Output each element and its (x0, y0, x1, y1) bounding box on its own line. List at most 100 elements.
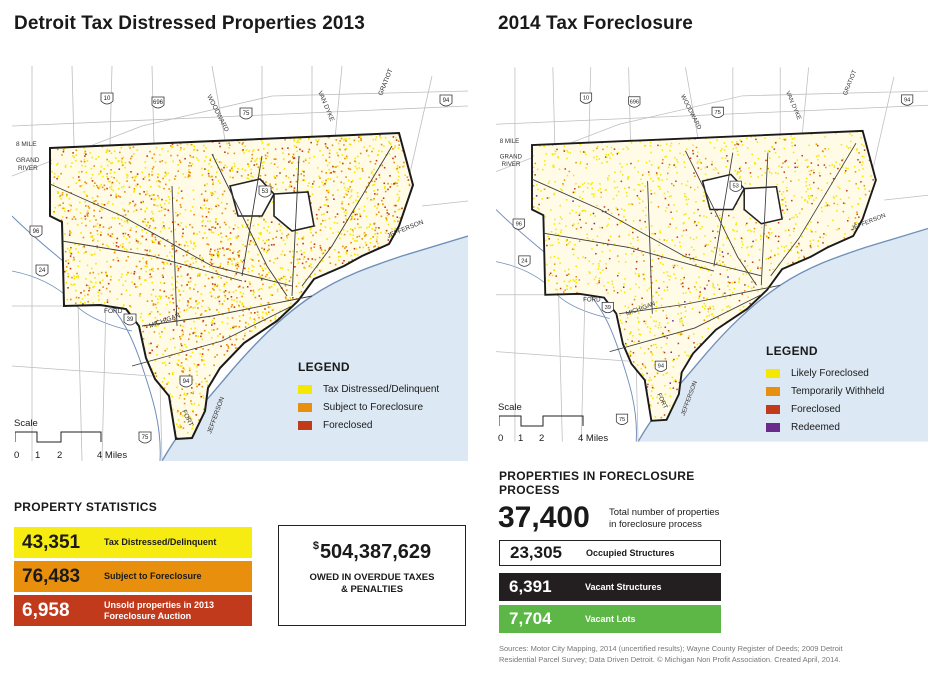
svg-text:10: 10 (104, 96, 111, 102)
legend-item: Subject to Foreclosure (298, 400, 439, 415)
legend-label: Foreclosed (323, 420, 373, 431)
right-legend: LEGEND Likely Foreclosed Temporarily Wit… (766, 344, 884, 438)
scale-tick-2: 2 (57, 450, 63, 461)
city-boundary (531, 129, 877, 422)
scale-graphic (499, 415, 584, 427)
legend-heading: LEGEND (766, 344, 818, 358)
legend-swatch-subject-foreclosure (298, 403, 312, 412)
route-shield: 24 (518, 255, 531, 267)
svg-text:GRAND: GRAND (16, 157, 40, 164)
owed-line-1: OWED IN OVERDUE TAXES (309, 572, 435, 583)
legend-swatch-tax-distressed (298, 385, 312, 394)
left-title: Detroit Tax Distressed Properties 2013 (14, 13, 365, 34)
stat-label: Subject to Foreclosure (104, 571, 202, 581)
breakdown-label: Occupied Structures (586, 548, 675, 558)
stat-bar-subject-foreclosure: 76,483 Subject to Foreclosure (14, 561, 252, 592)
route-shield: 94 (439, 94, 453, 107)
legend-item: Foreclosed (298, 418, 439, 433)
legend-label: Tax Distressed/Delinquent (323, 384, 440, 395)
route-shield: 75 (711, 106, 724, 118)
freeway (141, 295, 313, 327)
stat-label: Tax Distressed/Delinquent (104, 537, 217, 547)
scale-tick-4: 4 Miles (97, 450, 128, 461)
freeway (531, 178, 762, 277)
right-title: 2014 Tax Foreclosure (498, 13, 693, 34)
legend-label: Subject to Foreclosure (323, 402, 424, 413)
route-shield: 10 (579, 92, 593, 104)
property-statistics-heading: PROPERTY STATISTICS (14, 500, 158, 514)
sources-line-1: Sources: Motor City Mapping, 2014 (uncer… (499, 644, 843, 653)
scale-tick-1: 1 (35, 450, 41, 461)
svg-text:94: 94 (443, 98, 450, 104)
owed-amount: $504,387,629 (279, 540, 465, 564)
legend-swatch-foreclosed (298, 421, 312, 430)
freeway (49, 183, 293, 287)
route-shield: 24 (35, 264, 49, 277)
breakdown-occupied: 23,305 Occupied Structures (499, 540, 721, 566)
freeway (211, 153, 288, 297)
left-scale-bar: Scale 0 1 2 4 Miles (14, 418, 127, 462)
owed-description: OWED IN OVERDUE TAXES & PENALTIES (279, 572, 465, 596)
road (421, 200, 468, 207)
detroit-river (638, 228, 928, 442)
route-shield: 39 (123, 313, 137, 326)
scale-tick-0: 0 (498, 433, 504, 444)
breakdown-value: 7,704 (509, 609, 552, 628)
scale-title: Scale (498, 402, 522, 413)
rouge-river (12, 215, 161, 461)
svg-text:75: 75 (142, 435, 149, 441)
stat-bar-unsold: 6,958 Unsold properties in 2013 Foreclos… (14, 595, 252, 626)
road (496, 351, 629, 362)
scale-tick-1: 1 (518, 433, 524, 444)
scale-title: Scale (14, 418, 38, 429)
svg-text:39: 39 (127, 317, 134, 323)
legend-swatch-redeemed (766, 423, 780, 432)
freeway (619, 284, 781, 315)
route-shield: 53 (729, 180, 742, 192)
freeway (171, 185, 178, 327)
foreclosure-total: 37,400 (498, 501, 590, 534)
freeway (543, 232, 715, 272)
freeway (770, 142, 857, 277)
route-shield: 39 (601, 301, 614, 314)
freeway (131, 305, 293, 367)
svg-text:RIVER: RIVER (18, 165, 38, 172)
freeway (609, 294, 762, 353)
stat-value: 6,958 (22, 599, 70, 621)
breakdown-vacant-lots: 7,704 Vacant Lots (499, 605, 721, 633)
stat-bar-tax-distressed: 43,351 Tax Distressed/Delinquent (14, 527, 252, 558)
scale-tick-0: 0 (14, 450, 20, 461)
svg-text:24: 24 (39, 268, 46, 274)
legend-item: Temporarily Withheld (766, 384, 884, 399)
freeway (301, 145, 393, 287)
detroit-river (162, 236, 468, 461)
legend-item: Foreclosed (766, 402, 884, 417)
route-shield: 96 (512, 218, 525, 230)
stat-value: 43,351 (22, 531, 81, 553)
left-legend: LEGEND Tax Distressed/Delinquent Subject… (298, 360, 439, 436)
breakdown-label: Vacant Lots (585, 614, 636, 624)
legend-item: Tax Distressed/Delinquent (298, 382, 439, 397)
freeway (291, 155, 300, 297)
svg-text:75: 75 (243, 111, 250, 117)
route-shield: 94 (179, 375, 193, 388)
freeway (685, 150, 757, 286)
scale-tick-4: 4 Miles (578, 433, 609, 444)
route-shield: 53 (258, 185, 272, 198)
road (12, 365, 153, 377)
svg-text:GRATIOT: GRATIOT (377, 68, 394, 97)
freeway (241, 155, 263, 277)
svg-text:96: 96 (33, 229, 40, 235)
route-shield: 10 (100, 92, 114, 105)
freeway (760, 152, 769, 286)
right-scale-bar: Scale 0 1 2 4 Miles (498, 402, 608, 446)
owed-taxes-box: $504,387,629 OWED IN OVERDUE TAXES & PEN… (278, 525, 466, 626)
legend-heading: LEGEND (298, 360, 350, 374)
heading-line-2: PROCESS (499, 483, 560, 497)
freeway (61, 240, 243, 282)
route-shield: 96 (29, 225, 43, 238)
freeway (713, 152, 734, 267)
route-shield: 94 (901, 94, 914, 106)
